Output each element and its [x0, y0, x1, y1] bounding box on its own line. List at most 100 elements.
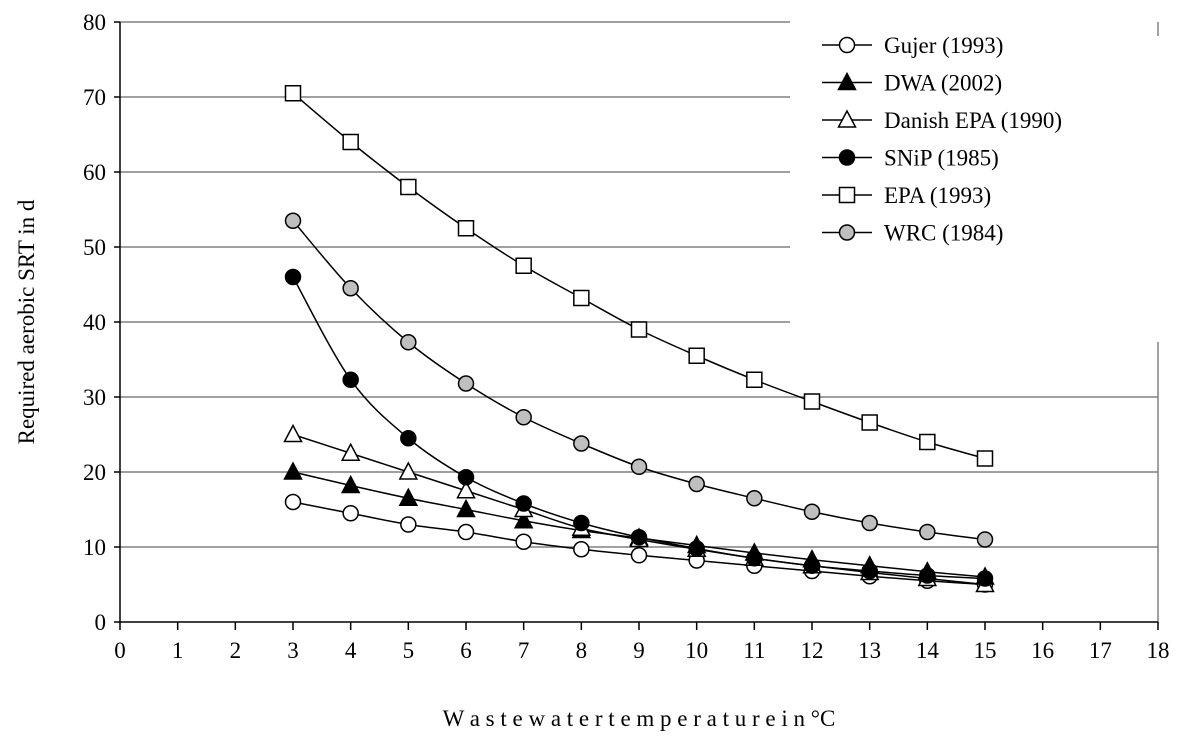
x-tick-label: 11	[743, 638, 765, 663]
data-point-epa-1993-5	[400, 178, 417, 196]
data-point-dwa-2002-6	[456, 498, 476, 518]
data-point-wrc-1984-13	[861, 514, 878, 532]
y-tick-label: 70	[83, 85, 106, 110]
data-point-snip-1985-9	[630, 529, 648, 546]
data-point-dwa-2002-5	[398, 487, 419, 506]
legend-marker	[838, 36, 856, 54]
legend-marker	[838, 149, 856, 166]
x-tick-label: 0	[114, 638, 126, 663]
data-point-gujer-1993-8	[573, 541, 590, 558]
series-epa-1993	[284, 85, 994, 467]
data-point-epa-1993-13	[861, 414, 878, 431]
x-tick-label: 17	[1089, 638, 1112, 663]
series-wrc-1984	[284, 212, 994, 548]
legend-marker	[838, 186, 856, 204]
legend-label: WRC (1984)	[884, 221, 1003, 246]
data-point-epa-1993-4	[342, 133, 359, 151]
data-point-danish-epa-1990-5	[398, 461, 419, 480]
x-axis-title: W a s t e w a t e r t e m p e r a t u r …	[443, 706, 836, 731]
series-group	[283, 85, 995, 593]
data-point-wrc-1984-10	[688, 475, 705, 493]
series-danish-epa-1990	[283, 423, 995, 593]
data-point-dwa-2002-3	[283, 461, 303, 480]
y-tick-label: 50	[83, 235, 106, 260]
data-point-snip-1985-12	[803, 557, 821, 574]
x-tick-label: 6	[460, 638, 472, 663]
data-point-snip-1985-6	[457, 469, 475, 486]
data-point-epa-1993-10	[688, 347, 705, 364]
legend-item-dwa-2002: DWA (2002)	[822, 71, 1002, 96]
data-point-wrc-1984-5	[400, 334, 417, 351]
data-point-epa-1993-8	[573, 289, 590, 307]
data-point-epa-1993-7	[515, 257, 532, 274]
data-point-gujer-1993-7	[515, 533, 532, 550]
x-tick-label: 13	[858, 638, 881, 663]
data-point-epa-1993-3	[284, 85, 302, 102]
data-point-snip-1985-14	[919, 567, 936, 584]
data-point-dwa-2002-7	[513, 510, 534, 529]
legend-label: SNiP (1985)	[884, 146, 999, 171]
legend-marker	[837, 109, 857, 128]
legend-item-wrc-1984: WRC (1984)	[822, 221, 1003, 246]
data-point-wrc-1984-8	[573, 435, 590, 452]
series-line-wrc-1984	[292, 220, 986, 541]
data-point-wrc-1984-15	[976, 531, 994, 548]
y-tick-label: 0	[95, 610, 107, 635]
y-axis-title: Required aerobic SRT in d	[14, 199, 39, 444]
y-tick-label: 30	[83, 385, 106, 410]
legend-item-snip-1985: SNiP (1985)	[822, 146, 999, 171]
legend: Gujer (1993) DWA (2002) Danish EPA (1990) S…	[822, 33, 1062, 246]
legend-item-epa-1993: EPA (1993)	[822, 183, 991, 208]
legend-item-danish-epa-1990: Danish EPA (1990)	[822, 108, 1062, 133]
x-axis-ticks: 0 1 2 3 4 5 6 7 8 9 10 11 12 13 14 15 16 17 18	[114, 622, 1170, 663]
y-tick-label: 80	[83, 10, 106, 35]
legend-item-gujer-1993: Gujer (1993)	[822, 33, 1003, 58]
x-tick-label: 14	[916, 638, 940, 663]
data-point-epa-1993-14	[919, 433, 936, 451]
data-point-epa-1993-9	[630, 321, 648, 338]
data-point-danish-epa-1990-4	[340, 442, 361, 461]
y-tick-label: 20	[83, 460, 106, 485]
x-tick-label: 3	[287, 638, 299, 663]
data-point-snip-1985-8	[573, 514, 590, 532]
data-point-snip-1985-13	[861, 562, 878, 580]
data-point-danish-epa-1990-6	[456, 480, 476, 499]
data-point-snip-1985-10	[688, 540, 705, 557]
data-point-snip-1985-11	[746, 550, 763, 567]
data-point-gujer-1993-9	[630, 547, 648, 564]
x-tick-label: 16	[1031, 638, 1054, 663]
data-point-danish-epa-1990-3	[283, 423, 303, 443]
series-snip-1985	[284, 268, 994, 587]
x-tick-label: 18	[1147, 638, 1170, 663]
data-point-dwa-2002-4	[340, 474, 361, 494]
legend-marker	[838, 224, 856, 241]
x-tick-label: 8	[576, 638, 588, 663]
y-tick-label: 60	[83, 160, 106, 185]
x-tick-label: 2	[230, 638, 242, 663]
data-point-epa-1993-11	[746, 371, 763, 388]
legend-marker	[837, 71, 857, 91]
x-tick-label: 4	[345, 638, 357, 663]
x-tick-label: 7	[518, 638, 530, 663]
data-point-snip-1985-5	[400, 430, 417, 447]
data-point-gujer-1993-4	[342, 505, 359, 522]
x-tick-label: 15	[974, 638, 997, 663]
data-point-wrc-1984-3	[284, 212, 302, 229]
legend-label: Danish EPA (1990)	[884, 108, 1062, 133]
data-point-wrc-1984-4	[342, 280, 359, 297]
x-tick-label: 5	[403, 638, 415, 663]
data-point-snip-1985-4	[342, 371, 359, 388]
data-point-snip-1985-15	[976, 570, 994, 587]
data-point-wrc-1984-9	[630, 458, 648, 475]
legend-label: DWA (2002)	[884, 71, 1002, 96]
data-point-wrc-1984-7	[515, 409, 532, 426]
x-tick-label: 1	[172, 638, 184, 663]
data-point-gujer-1993-5	[400, 516, 417, 533]
series-dwa-2002	[283, 461, 995, 585]
legend-label: Gujer (1993)	[884, 33, 1003, 58]
data-point-epa-1993-6	[457, 220, 475, 237]
x-tick-label: 10	[685, 638, 708, 663]
x-tick-label: 12	[801, 638, 824, 663]
legend-label: EPA (1993)	[884, 183, 991, 208]
